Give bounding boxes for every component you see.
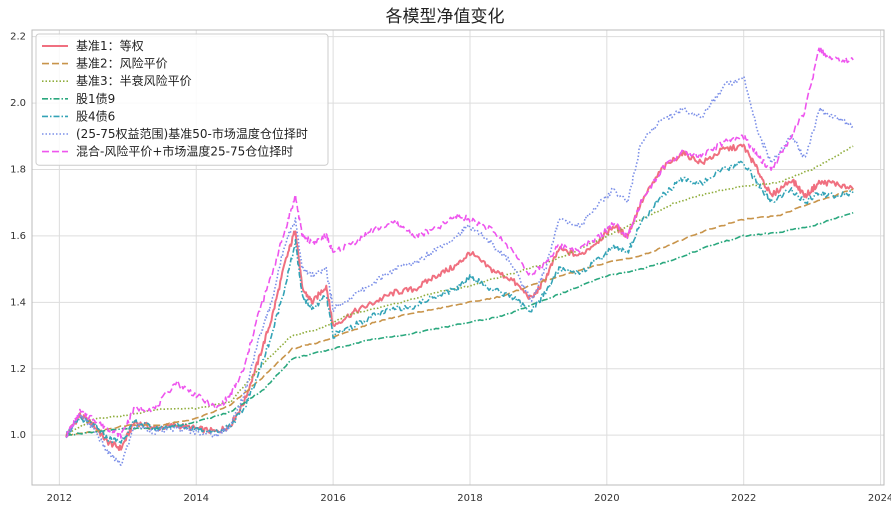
x-tick-label: 2020 [594,493,619,504]
legend-label: 混合-风险平价+市场温度25-75仓位择时 [76,144,293,159]
y-tick-label: 2.2 [10,32,26,43]
plot-frame [31,29,885,486]
series-line [65,47,854,439]
y-tick-label: 1.4 [10,297,26,308]
y-tick-label: 1.2 [10,364,26,375]
legend-label: (25-75权益范围)基准50-市场温度仓位择时 [76,126,308,141]
series-line [65,211,854,437]
series-line [65,160,854,444]
x-tick-label: 2018 [457,493,482,504]
series-line [65,145,854,437]
y-tick-label: 1.0 [10,430,26,441]
legend-label: 基准3：半衰风险平价 [76,73,192,88]
x-tick-label: 2014 [184,493,209,504]
x-tick-label: 2016 [320,493,345,504]
y-tick-label: 2.0 [10,98,26,109]
legend-label: 基准1：等权 [76,39,144,53]
x-tick-label: 2022 [731,493,756,504]
series-line [65,75,854,466]
legend-label: 股1债9 [76,92,115,106]
legend-label: 基准2：风险平价 [76,56,168,71]
chart-title: 各模型净值变化 [386,7,505,27]
y-tick-label: 1.6 [10,231,26,242]
x-tick-label: 2024 [868,493,891,504]
x-tick-label: 2012 [47,493,72,504]
legend-label: 股4债6 [76,109,115,123]
series-line [66,188,854,437]
y-tick-label: 1.8 [10,164,26,175]
legend-box [35,33,329,166]
